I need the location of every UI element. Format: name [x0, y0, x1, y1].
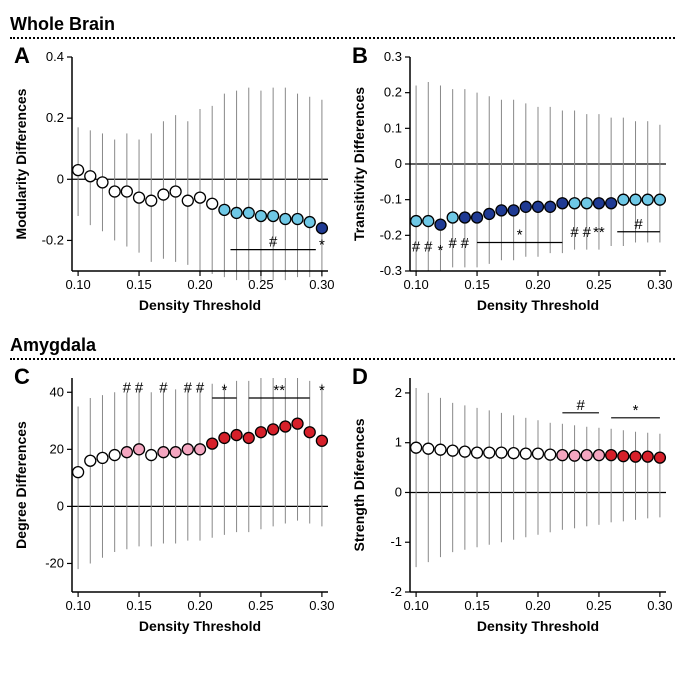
- chart-d: # * -2 -1 0 1 2 0.10 0.15 0.20 0.25 0.30 Density Thr…: [348, 362, 676, 637]
- svg-text:#: #: [196, 379, 205, 396]
- svg-text:0.10: 0.10: [403, 598, 428, 613]
- svg-text:#: #: [583, 224, 592, 241]
- svg-text:Modularity Differences: Modularity Differences: [13, 88, 29, 239]
- svg-text:-2: -2: [390, 584, 402, 599]
- section-title-amygdala: Amygdala: [10, 335, 675, 360]
- svg-text:-0.3: -0.3: [380, 263, 402, 278]
- svg-text:*: *: [517, 226, 523, 243]
- panel-letter-c: C: [14, 364, 30, 390]
- svg-text:Transitivity Differences: Transitivity Differences: [351, 87, 367, 241]
- svg-text:#: #: [570, 224, 579, 241]
- svg-text:Density Threshold: Density Threshold: [139, 618, 261, 634]
- svg-text:-20: -20: [45, 555, 64, 570]
- panel-b: B ##*##*##**#-0.3-0.2-0.100.10.20.30.100…: [348, 41, 676, 331]
- svg-text:0.30: 0.30: [647, 277, 672, 292]
- svg-text:**: **: [593, 224, 605, 241]
- svg-text:40: 40: [50, 384, 64, 399]
- svg-text:0.15: 0.15: [126, 277, 151, 292]
- svg-text:*: *: [319, 237, 325, 254]
- svg-text:Density Threshold: Density Threshold: [477, 297, 599, 313]
- svg-text:0.30: 0.30: [309, 598, 334, 613]
- svg-text:0.20: 0.20: [525, 598, 550, 613]
- svg-text:0.15: 0.15: [464, 598, 489, 613]
- svg-text:0.25: 0.25: [248, 598, 273, 613]
- svg-text:0.1: 0.1: [384, 120, 402, 135]
- section-title-whole-brain: Whole Brain: [10, 14, 675, 39]
- panel-c: C #####****-20020400.100.150.200.250.30D…: [10, 362, 338, 652]
- svg-text:0.20: 0.20: [187, 277, 212, 292]
- svg-text:#: #: [576, 397, 585, 414]
- svg-text:20: 20: [50, 441, 64, 456]
- svg-text:*: *: [319, 382, 325, 399]
- svg-text:#: #: [461, 235, 470, 252]
- panel-letter-a: A: [14, 43, 30, 69]
- svg-text:0.30: 0.30: [309, 277, 334, 292]
- svg-text:0.25: 0.25: [586, 598, 611, 613]
- svg-text:0: 0: [57, 498, 64, 513]
- svg-text:#: #: [424, 238, 433, 255]
- svg-text:0.10: 0.10: [65, 598, 90, 613]
- svg-text:-0.2: -0.2: [380, 227, 402, 242]
- svg-text:2: 2: [395, 385, 402, 400]
- svg-text:0: 0: [395, 156, 402, 171]
- chart-a: # * -0.2 0 0.2 0.4 0.10 0.15 0.20 0.25 0.30 Density…: [10, 41, 338, 316]
- svg-text:#: #: [269, 234, 278, 251]
- svg-text:#: #: [412, 238, 421, 255]
- svg-text:Density Threshold: Density Threshold: [477, 618, 599, 634]
- svg-text:#: #: [184, 379, 193, 396]
- svg-text:Strength Diferences: Strength Diferences: [351, 418, 367, 551]
- svg-text:0.20: 0.20: [525, 277, 550, 292]
- svg-text:#: #: [135, 379, 144, 396]
- svg-text:*: *: [438, 242, 444, 259]
- svg-text:0.2: 0.2: [384, 85, 402, 100]
- panel-letter-b: B: [352, 43, 368, 69]
- svg-text:-0.2: -0.2: [42, 232, 64, 247]
- svg-text:Degree Differences: Degree Differences: [13, 421, 29, 549]
- panel-d: D # * -2 -1 0 1 2 0.10 0.15 0.20 0.25 0.30 Density T…: [348, 362, 676, 652]
- svg-text:0.25: 0.25: [586, 277, 611, 292]
- panel-letter-d: D: [352, 364, 368, 390]
- svg-text:0.15: 0.15: [126, 598, 151, 613]
- svg-text:#: #: [448, 235, 457, 252]
- svg-text:Density Threshold: Density Threshold: [139, 297, 261, 313]
- chart-c: #####****-20020400.100.150.200.250.30Den…: [10, 362, 338, 637]
- svg-text:0.25: 0.25: [248, 277, 273, 292]
- svg-text:0.2: 0.2: [46, 110, 64, 125]
- svg-text:0.4: 0.4: [46, 49, 64, 64]
- svg-text:0.10: 0.10: [403, 277, 428, 292]
- svg-text:-0.1: -0.1: [380, 192, 402, 207]
- svg-text:*: *: [633, 402, 639, 419]
- svg-text:#: #: [634, 216, 643, 233]
- svg-text:*: *: [221, 382, 227, 399]
- svg-text:0.10: 0.10: [65, 277, 90, 292]
- svg-text:**: **: [273, 382, 285, 399]
- svg-text:0.20: 0.20: [187, 598, 212, 613]
- svg-text:1: 1: [395, 435, 402, 450]
- svg-text:0.3: 0.3: [384, 49, 402, 64]
- svg-text:0: 0: [395, 484, 402, 499]
- svg-text:#: #: [159, 379, 168, 396]
- svg-text:0.30: 0.30: [647, 598, 672, 613]
- svg-text:0: 0: [57, 171, 64, 186]
- panel-a: A # * -0.2 0 0.2 0.4 0.10 0.15 0.20 0.25 0.30 Densi…: [10, 41, 338, 331]
- chart-b: ##*##*##**#-0.3-0.2-0.100.10.20.30.100.1…: [348, 41, 676, 316]
- svg-text:0.15: 0.15: [464, 277, 489, 292]
- svg-text:#: #: [123, 379, 132, 396]
- svg-text:-1: -1: [390, 534, 402, 549]
